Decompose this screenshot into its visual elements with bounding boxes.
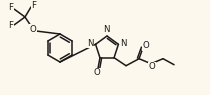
Text: O: O: [30, 25, 36, 34]
Text: F: F: [32, 2, 37, 11]
Text: O: O: [149, 62, 155, 71]
Text: N: N: [103, 25, 109, 34]
Text: O: O: [143, 41, 150, 50]
Text: F: F: [8, 21, 13, 30]
Text: N: N: [87, 39, 94, 48]
Text: O: O: [94, 68, 100, 77]
Text: F: F: [8, 4, 13, 13]
Text: N: N: [120, 39, 127, 48]
